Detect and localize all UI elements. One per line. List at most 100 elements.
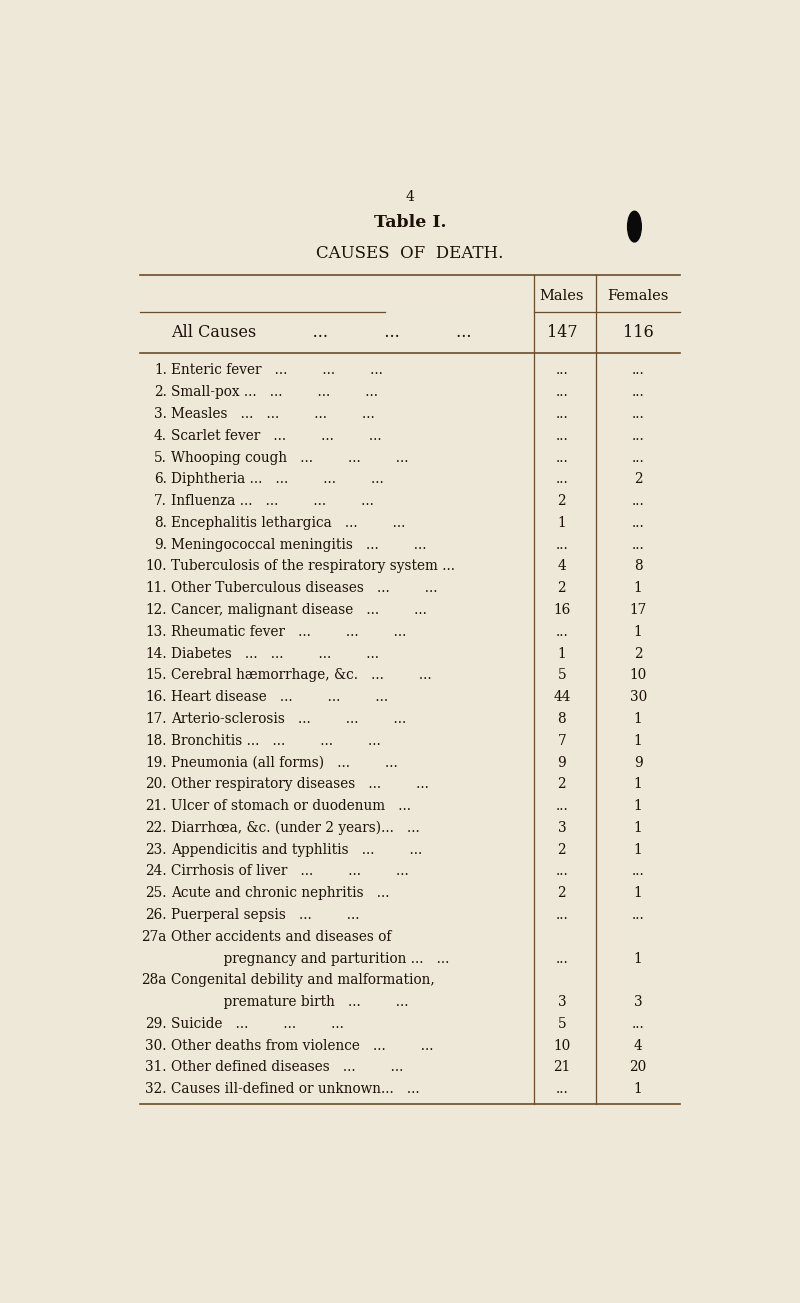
Text: ...: ... — [555, 625, 568, 638]
Text: 1: 1 — [634, 951, 642, 966]
Text: 1: 1 — [634, 1083, 642, 1096]
Text: 21.: 21. — [146, 799, 167, 813]
Text: 8.: 8. — [154, 516, 167, 530]
Text: ...: ... — [555, 429, 568, 443]
Text: 25.: 25. — [146, 886, 167, 900]
Text: 10: 10 — [554, 1038, 570, 1053]
Text: 24.: 24. — [146, 864, 167, 878]
Text: 2: 2 — [634, 473, 642, 486]
Text: Congenital debility and malformation,: Congenital debility and malformation, — [171, 973, 435, 988]
Text: 147: 147 — [546, 324, 578, 341]
Text: 5: 5 — [558, 1016, 566, 1031]
Text: ...: ... — [555, 407, 568, 421]
Text: CAUSES  OF  DEATH.: CAUSES OF DEATH. — [316, 245, 504, 262]
Text: 7: 7 — [558, 734, 566, 748]
Text: 19.: 19. — [146, 756, 167, 770]
Text: Rheumatic fever   ...        ...        ...: Rheumatic fever ... ... ... — [171, 625, 406, 638]
Text: Males: Males — [540, 289, 584, 302]
Text: ...: ... — [555, 451, 568, 465]
Text: 11.: 11. — [146, 581, 167, 595]
Text: 3: 3 — [558, 995, 566, 1009]
Text: premature birth   ...        ...: premature birth ... ... — [171, 995, 409, 1009]
Text: 1: 1 — [634, 581, 642, 595]
Text: 1: 1 — [634, 711, 642, 726]
Text: 23.: 23. — [146, 843, 167, 856]
Text: ...: ... — [632, 407, 645, 421]
Text: ...: ... — [632, 908, 645, 923]
Text: 17.: 17. — [146, 711, 167, 726]
Text: 2: 2 — [558, 494, 566, 508]
Text: Ulcer of stomach or duodenum   ...: Ulcer of stomach or duodenum ... — [171, 799, 411, 813]
Text: 5.: 5. — [154, 451, 167, 465]
Text: 1: 1 — [634, 799, 642, 813]
Text: 10.: 10. — [146, 559, 167, 573]
Text: ...: ... — [555, 864, 568, 878]
Text: Other respiratory diseases   ...        ...: Other respiratory diseases ... ... — [171, 778, 429, 791]
Text: ...: ... — [632, 429, 645, 443]
Text: 2: 2 — [558, 778, 566, 791]
Text: 21: 21 — [554, 1061, 570, 1075]
Text: Meningococcal meningitis   ...        ...: Meningococcal meningitis ... ... — [171, 538, 427, 551]
Text: Acute and chronic nephritis   ...: Acute and chronic nephritis ... — [171, 886, 390, 900]
Text: 4: 4 — [634, 1038, 642, 1053]
Text: pregnancy and parturition ...   ...: pregnancy and parturition ... ... — [171, 951, 450, 966]
Text: Pneumonia (all forms)   ...        ...: Pneumonia (all forms) ... ... — [171, 756, 398, 770]
Text: 26.: 26. — [146, 908, 167, 923]
Text: 5: 5 — [558, 668, 566, 683]
Text: 1: 1 — [634, 625, 642, 638]
Text: 7.: 7. — [154, 494, 167, 508]
Text: Diarrhœa, &c. (under 2 years)...   ...: Diarrhœa, &c. (under 2 years)... ... — [171, 821, 420, 835]
Text: Cerebral hæmorrhage, &c.   ...        ...: Cerebral hæmorrhage, &c. ... ... — [171, 668, 432, 683]
Text: 1: 1 — [634, 843, 642, 856]
Text: Arterio-sclerosis   ...        ...        ...: Arterio-sclerosis ... ... ... — [171, 711, 406, 726]
Text: 32.: 32. — [146, 1083, 167, 1096]
Text: 22.: 22. — [146, 821, 167, 835]
Text: ...: ... — [632, 451, 645, 465]
Text: Whooping cough   ...        ...        ...: Whooping cough ... ... ... — [171, 451, 409, 465]
Text: 28a: 28a — [142, 973, 167, 988]
Text: Table I.: Table I. — [374, 214, 446, 231]
Text: ...: ... — [555, 951, 568, 966]
Text: 8: 8 — [634, 559, 642, 573]
Text: 9.: 9. — [154, 538, 167, 551]
Text: ...: ... — [632, 494, 645, 508]
Text: ...: ... — [555, 473, 568, 486]
Text: Other deaths from violence   ...        ...: Other deaths from violence ... ... — [171, 1038, 434, 1053]
Text: Influenza ...   ...        ...        ...: Influenza ... ... ... ... — [171, 494, 374, 508]
Text: Small-pox ...   ...        ...        ...: Small-pox ... ... ... ... — [171, 386, 378, 399]
Text: 31.: 31. — [146, 1061, 167, 1075]
Text: 4: 4 — [406, 190, 414, 205]
Text: 14.: 14. — [146, 646, 167, 661]
Text: 16: 16 — [554, 603, 570, 618]
Text: Diabetes   ...   ...        ...        ...: Diabetes ... ... ... ... — [171, 646, 379, 661]
Text: ...: ... — [555, 386, 568, 399]
Text: Females: Females — [607, 289, 669, 302]
Text: 1: 1 — [634, 778, 642, 791]
Text: 1: 1 — [634, 821, 642, 835]
Text: Cancer, malignant disease   ...        ...: Cancer, malignant disease ... ... — [171, 603, 427, 618]
Text: ...: ... — [632, 386, 645, 399]
Text: 18.: 18. — [146, 734, 167, 748]
Text: Appendicitis and typhlitis   ...        ...: Appendicitis and typhlitis ... ... — [171, 843, 422, 856]
Text: Tuberculosis of the respiratory system ...: Tuberculosis of the respiratory system .… — [171, 559, 455, 573]
Text: Bronchitis ...   ...        ...        ...: Bronchitis ... ... ... ... — [171, 734, 381, 748]
Text: 20.: 20. — [146, 778, 167, 791]
Text: Enteric fever   ...        ...        ...: Enteric fever ... ... ... — [171, 364, 383, 378]
Text: 27a: 27a — [142, 930, 167, 943]
Text: 116: 116 — [622, 324, 654, 341]
Text: 12.: 12. — [146, 603, 167, 618]
Text: 16.: 16. — [146, 691, 167, 704]
Text: 17: 17 — [630, 603, 646, 618]
Text: 9: 9 — [558, 756, 566, 770]
Text: Diphtheria ...   ...        ...        ...: Diphtheria ... ... ... ... — [171, 473, 384, 486]
Text: ...: ... — [555, 364, 568, 378]
Text: ...: ... — [632, 1016, 645, 1031]
Text: 2.: 2. — [154, 386, 167, 399]
Text: ...: ... — [632, 364, 645, 378]
Text: All Causes           ...           ...           ...: All Causes ... ... ... — [171, 324, 472, 341]
Text: 4.: 4. — [154, 429, 167, 443]
Text: 2: 2 — [558, 843, 566, 856]
Text: 10: 10 — [630, 668, 646, 683]
Text: 30: 30 — [630, 691, 646, 704]
Text: Puerperal sepsis   ...        ...: Puerperal sepsis ... ... — [171, 908, 360, 923]
